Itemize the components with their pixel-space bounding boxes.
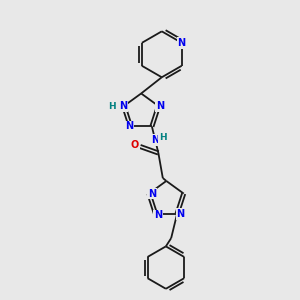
Text: N: N [178,38,186,48]
Text: N: N [119,101,127,111]
Text: H: H [159,133,166,142]
Text: N: N [151,135,159,145]
Text: N: N [176,209,185,219]
Text: H: H [108,102,115,111]
Text: N: N [148,189,156,199]
Text: N: N [154,211,162,220]
Text: O: O [131,140,139,150]
Text: N: N [125,122,133,131]
Text: N: N [156,101,164,111]
